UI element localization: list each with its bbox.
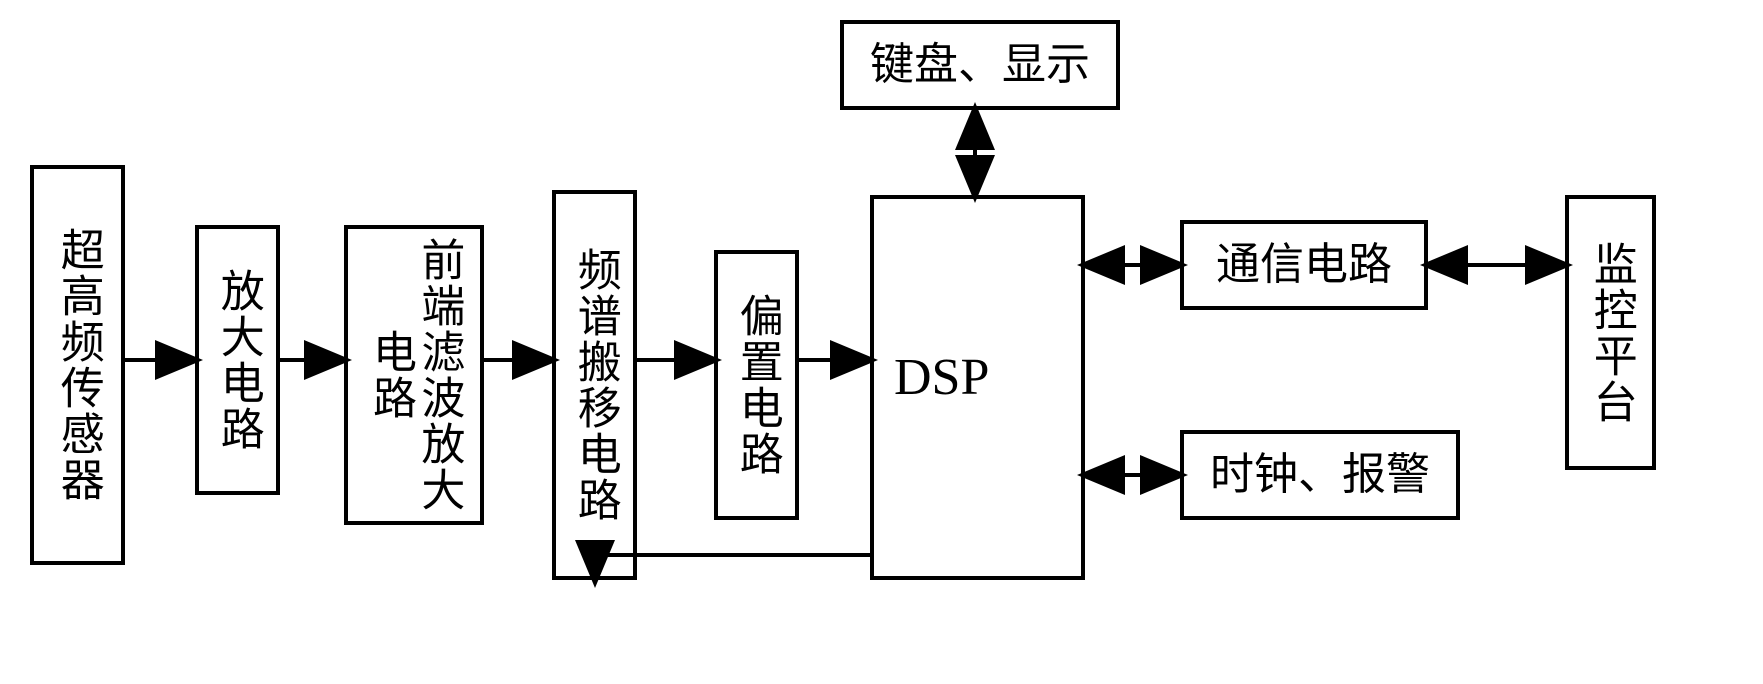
node-sensor-label: 超高频传感器	[53, 227, 101, 503]
node-dsp: DSP	[870, 195, 1085, 580]
node-sensor: 超高频传感器	[30, 165, 125, 565]
node-front: 前端滤波放大电路	[344, 225, 484, 525]
node-monitor-label: 监控平台	[1586, 241, 1634, 425]
node-dsp-label: DSP	[894, 349, 989, 406]
node-bias-label: 偏置电路	[732, 293, 780, 477]
node-comm: 通信电路	[1180, 220, 1428, 310]
node-amplifier: 放大电路	[195, 225, 280, 495]
node-spectrum: 频谱搬移电路	[552, 190, 637, 580]
node-clock-label: 时钟、报警	[1210, 451, 1430, 499]
node-bias: 偏置电路	[714, 250, 799, 520]
node-keyboard-label: 键盘、显示	[870, 41, 1090, 89]
node-keyboard: 键盘、显示	[840, 20, 1120, 110]
node-monitor: 监控平台	[1565, 195, 1656, 470]
node-front-label: 前端滤波放大电路	[366, 235, 463, 515]
node-spectrum-label: 频谱搬移电路	[570, 247, 618, 523]
node-clock: 时钟、报警	[1180, 430, 1460, 520]
node-amplifier-label: 放大电路	[213, 268, 261, 452]
node-comm-label: 通信电路	[1216, 241, 1392, 289]
